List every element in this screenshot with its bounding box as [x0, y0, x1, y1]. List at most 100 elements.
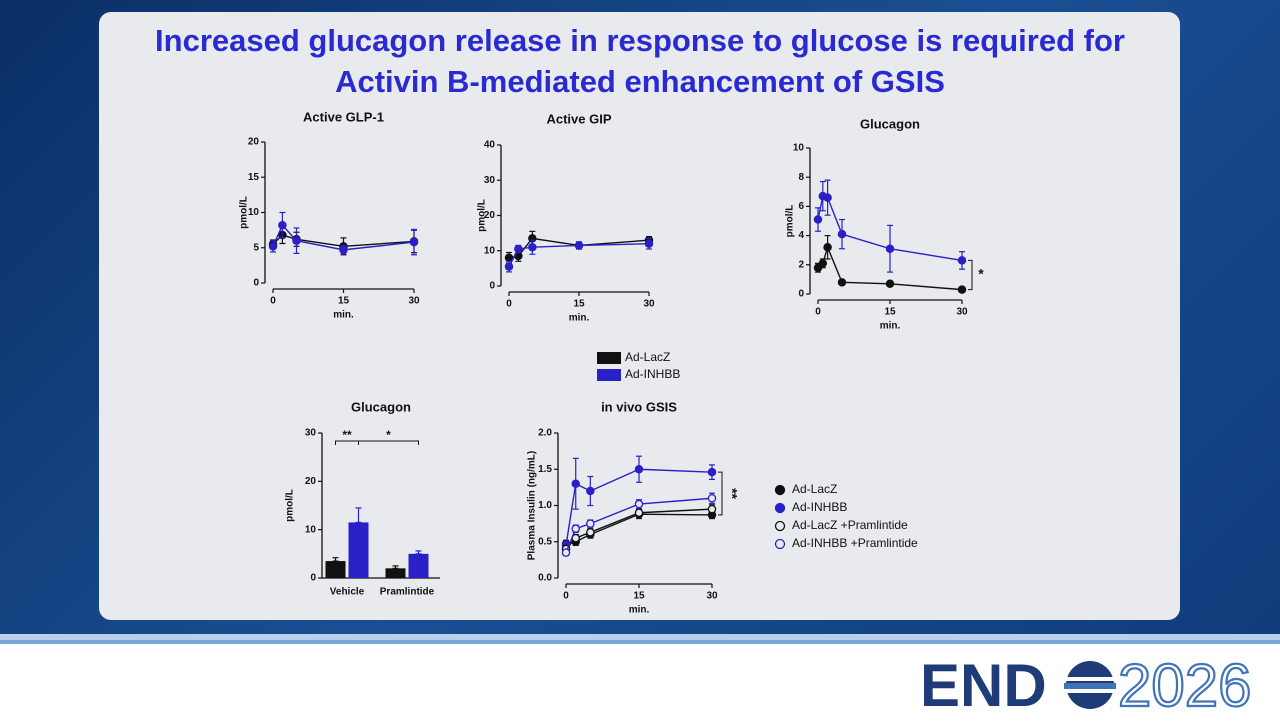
data-point	[278, 220, 287, 230]
x-axis-label: min.	[569, 313, 590, 324]
data-point	[586, 486, 595, 496]
y-tick-label: 1.5	[538, 464, 552, 475]
slide-title: Increased glucagon release in response t…	[155, 23, 1125, 99]
legend-swatch	[597, 369, 621, 381]
series	[504, 237, 654, 273]
y-tick-label: 10	[484, 245, 496, 256]
x-tick-label: 0	[506, 299, 512, 310]
y-tick-label: 5	[253, 242, 259, 253]
bar	[325, 561, 346, 578]
significance-label: *	[978, 266, 984, 282]
y-tick-label: 8	[798, 172, 804, 183]
data-point	[885, 244, 895, 253]
legend-label: Ad-LacZ	[625, 350, 670, 364]
data-point	[837, 229, 847, 239]
data-point	[528, 242, 537, 252]
legend-marker	[774, 538, 786, 550]
y-tick-label: 0	[310, 573, 316, 584]
legend-label: Ad-LacZ	[792, 482, 837, 496]
data-point	[268, 242, 278, 251]
logo-right: 2026	[1118, 652, 1251, 719]
y-tick-label: 15	[248, 172, 260, 183]
y-tick-label: 40	[484, 140, 496, 151]
logo-left: END	[920, 652, 1047, 719]
data-point	[634, 464, 644, 474]
x-tick-label: 15	[573, 299, 585, 310]
chart-title: in vivo GSIS	[601, 399, 677, 414]
series	[561, 504, 717, 554]
bar	[385, 568, 406, 578]
chart-title: Active GLP-1	[303, 109, 384, 124]
series	[813, 235, 967, 294]
data-point	[957, 256, 967, 265]
y-axis-label: pmol/L	[285, 489, 296, 522]
y-tick-label: 6	[798, 201, 804, 212]
data-point	[813, 215, 823, 224]
y-tick-label: 30	[305, 428, 317, 439]
significance-bracket	[718, 471, 723, 516]
data-point	[514, 244, 523, 254]
y-axis-label: pmol/L	[785, 205, 796, 238]
legend-marker	[774, 484, 786, 496]
significance-label: **	[342, 428, 352, 442]
data-point	[574, 241, 584, 250]
data-point	[561, 548, 571, 557]
significance-bracket	[358, 440, 419, 445]
y-tick-label: 10	[793, 143, 805, 154]
y-tick-label: 0	[253, 278, 259, 289]
legend-label: Ad-LacZ +Pramlintide	[792, 518, 908, 532]
data-point	[504, 262, 514, 271]
x-tick-label: Vehicle	[330, 587, 365, 598]
y-axis-label: pmol/L	[239, 196, 250, 229]
y-tick-label: 20	[305, 476, 317, 487]
legend-label: Ad-INHBB	[625, 367, 680, 381]
data-point	[823, 193, 832, 202]
data-point	[823, 243, 832, 252]
x-tick-label: 0	[563, 591, 569, 602]
series	[268, 211, 419, 256]
y-tick-label: 2.0	[538, 428, 552, 439]
y-tick-label: 20	[248, 137, 260, 148]
x-tick-label: 30	[956, 307, 968, 318]
x-tick-label: Pramlintide	[380, 587, 435, 598]
logo-globe	[1064, 661, 1116, 709]
y-tick-label: 20	[484, 210, 496, 221]
data-point	[885, 279, 895, 289]
data-point	[634, 508, 644, 517]
y-tick-label: 30	[484, 175, 496, 186]
chart-title: Glucagon	[860, 116, 920, 131]
significance-label: *	[386, 428, 391, 442]
x-tick-label: 15	[884, 307, 896, 318]
data-point	[339, 245, 348, 255]
data-point	[707, 493, 717, 503]
x-axis-label: min.	[333, 310, 354, 321]
y-axis-label: Plasma Insulin (ng/mL)	[527, 451, 538, 560]
x-axis-label: min.	[880, 321, 901, 332]
y-tick-label: 0.0	[538, 573, 552, 584]
data-point	[409, 237, 419, 247]
y-tick-label: 0	[798, 289, 804, 300]
data-point	[837, 278, 847, 287]
chart-title: Active GIP	[546, 111, 611, 126]
y-tick-label: 2	[798, 259, 804, 270]
data-point	[818, 259, 828, 268]
y-axis-label: pmol/L	[477, 199, 488, 232]
y-tick-label: 0	[489, 281, 495, 292]
data-point	[571, 524, 580, 533]
data-point	[586, 519, 595, 528]
bar	[348, 522, 369, 578]
legend-marker	[774, 502, 786, 514]
x-tick-label: 15	[338, 296, 350, 307]
legend-label: Ad-INHBB	[792, 500, 847, 514]
data-point	[292, 236, 301, 245]
data-point	[586, 528, 595, 537]
legend-label: Ad-INHBB +Pramlintide	[792, 536, 918, 550]
y-tick-label: 1.0	[538, 500, 552, 511]
data-point	[504, 253, 514, 263]
y-tick-label: 10	[305, 524, 317, 535]
x-tick-label: 30	[706, 591, 718, 602]
x-tick-label: 15	[633, 591, 645, 602]
data-point	[707, 504, 717, 514]
